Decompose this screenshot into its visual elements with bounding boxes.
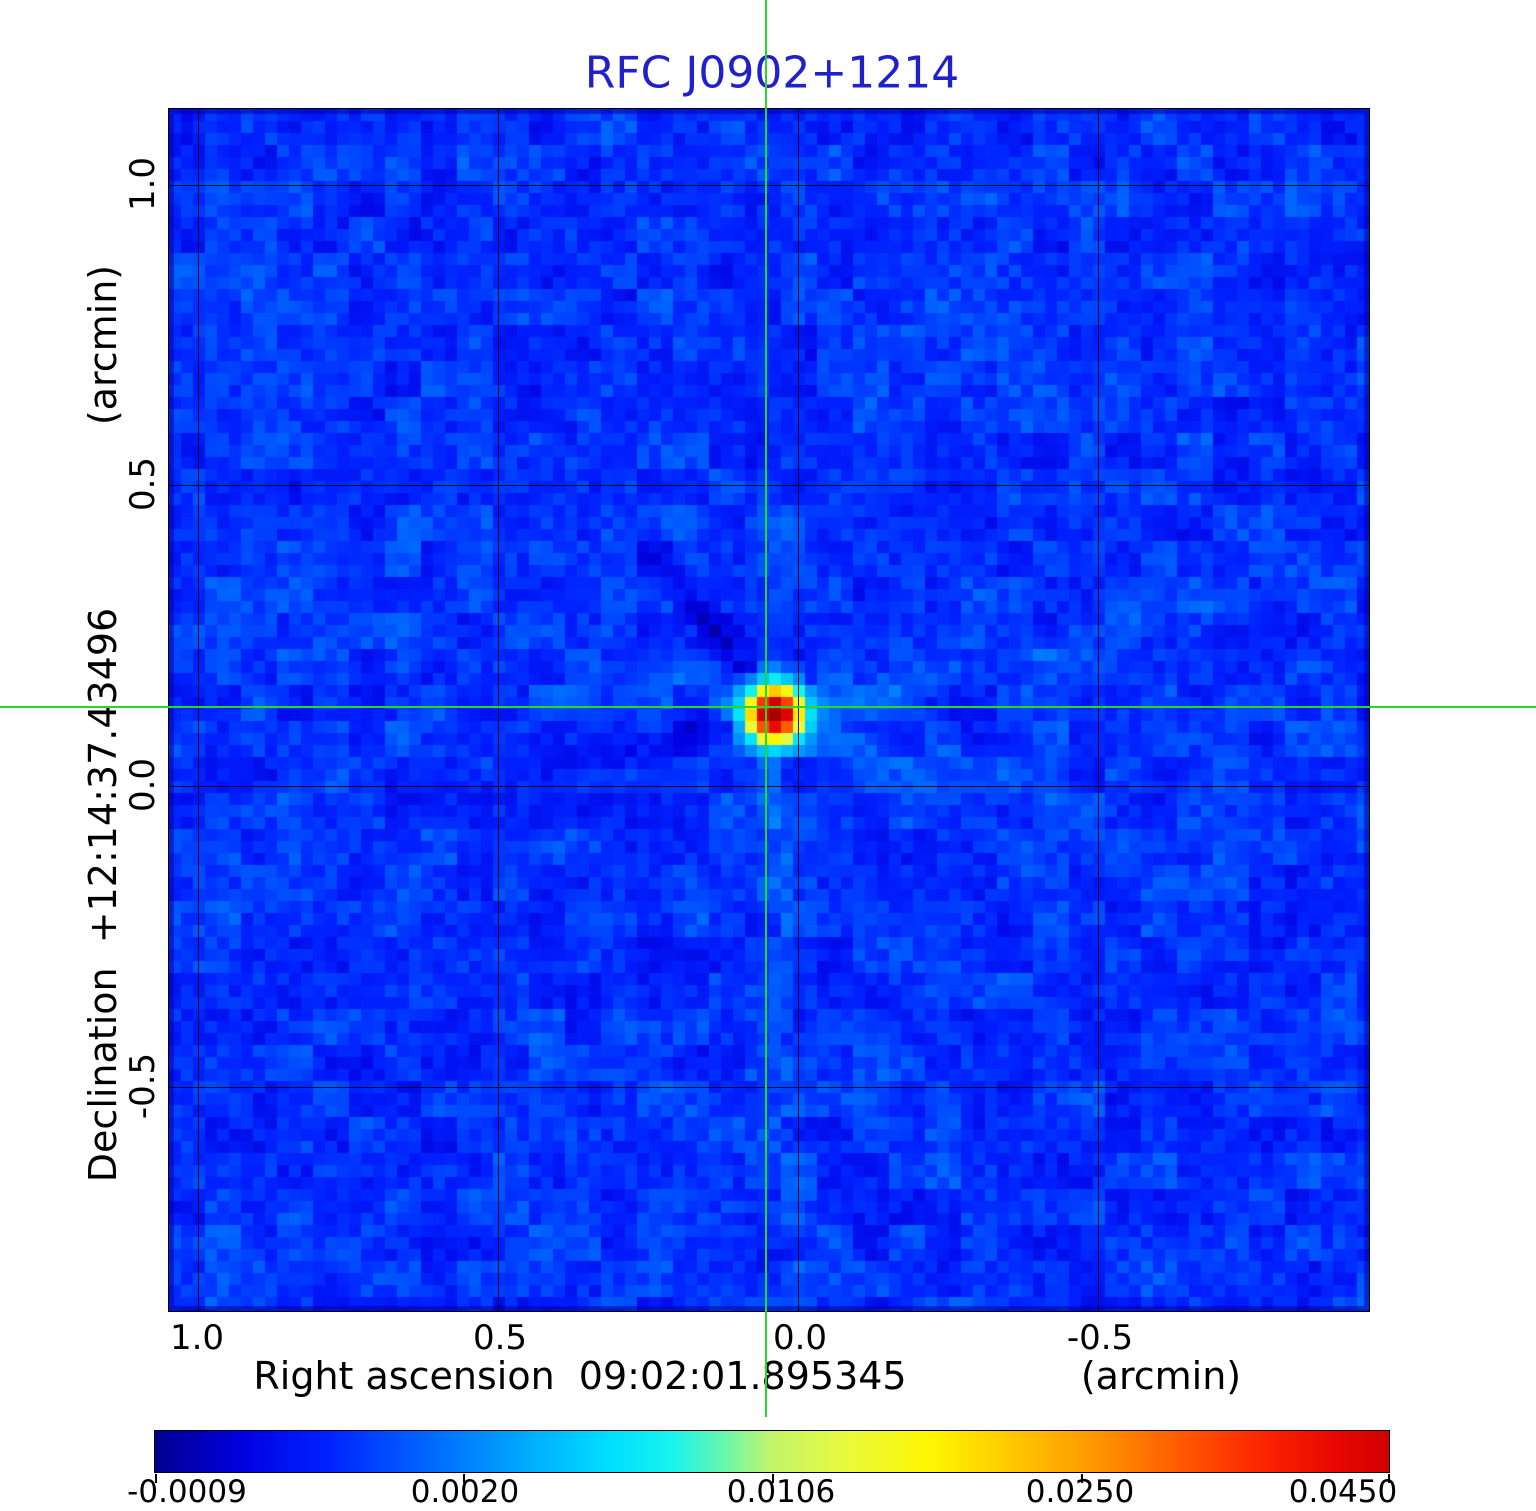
colorbar-tick-label: 0.0250 xyxy=(1025,1474,1135,1510)
x-tick-label: 0.0 xyxy=(772,1318,828,1358)
gridline-horizontal xyxy=(169,485,1369,486)
x-tick-label: 1.0 xyxy=(169,1318,225,1358)
gridline-vertical xyxy=(1098,109,1099,1311)
colorbar-tick-label: 0.0106 xyxy=(726,1474,836,1510)
colorbar-tick-label: 0.0020 xyxy=(410,1474,520,1510)
colorbar xyxy=(154,1430,1390,1473)
y-axis-label: Declination +12:14:37.43496 xyxy=(81,607,125,1183)
crosshair-vertical-line xyxy=(765,0,767,1417)
gridline-horizontal xyxy=(169,1087,1369,1088)
colorbar-tick xyxy=(463,1474,465,1483)
colorbar-tick-label: -0.0009 xyxy=(127,1474,247,1510)
gridline-horizontal xyxy=(169,185,1369,186)
gridline-vertical xyxy=(798,109,799,1311)
colorbar-tick xyxy=(1388,1474,1390,1483)
y-tick-label: 1.0 xyxy=(123,156,163,212)
colorbar-tick xyxy=(155,1474,157,1483)
x-axis-unit-label: (arcmin) xyxy=(1080,1354,1242,1398)
y-tick-label: 0.0 xyxy=(123,757,163,813)
colorbar-tick xyxy=(1081,1474,1083,1483)
sky-map-canvas xyxy=(169,109,1369,1311)
y-tick-label: -0.5 xyxy=(123,1052,163,1120)
colorbar-tick-label: 0.0450 xyxy=(1288,1474,1398,1510)
y-tick-label: 0.5 xyxy=(123,456,163,512)
gridline-vertical xyxy=(198,109,199,1311)
x-tick-label: -0.5 xyxy=(1066,1318,1134,1358)
x-tick-label: 0.5 xyxy=(472,1318,528,1358)
plot-area xyxy=(168,108,1370,1312)
x-axis-label: Right ascension 09:02:01.895345 xyxy=(253,1354,907,1398)
colorbar-tick xyxy=(772,1474,774,1483)
figure-title: RFC J0902+1214 xyxy=(584,47,960,99)
gridline-vertical xyxy=(498,109,499,1311)
gridline-horizontal xyxy=(169,786,1369,787)
crosshair-horizontal-line xyxy=(0,706,1536,708)
y-axis-unit-label: (arcmin) xyxy=(81,264,125,426)
